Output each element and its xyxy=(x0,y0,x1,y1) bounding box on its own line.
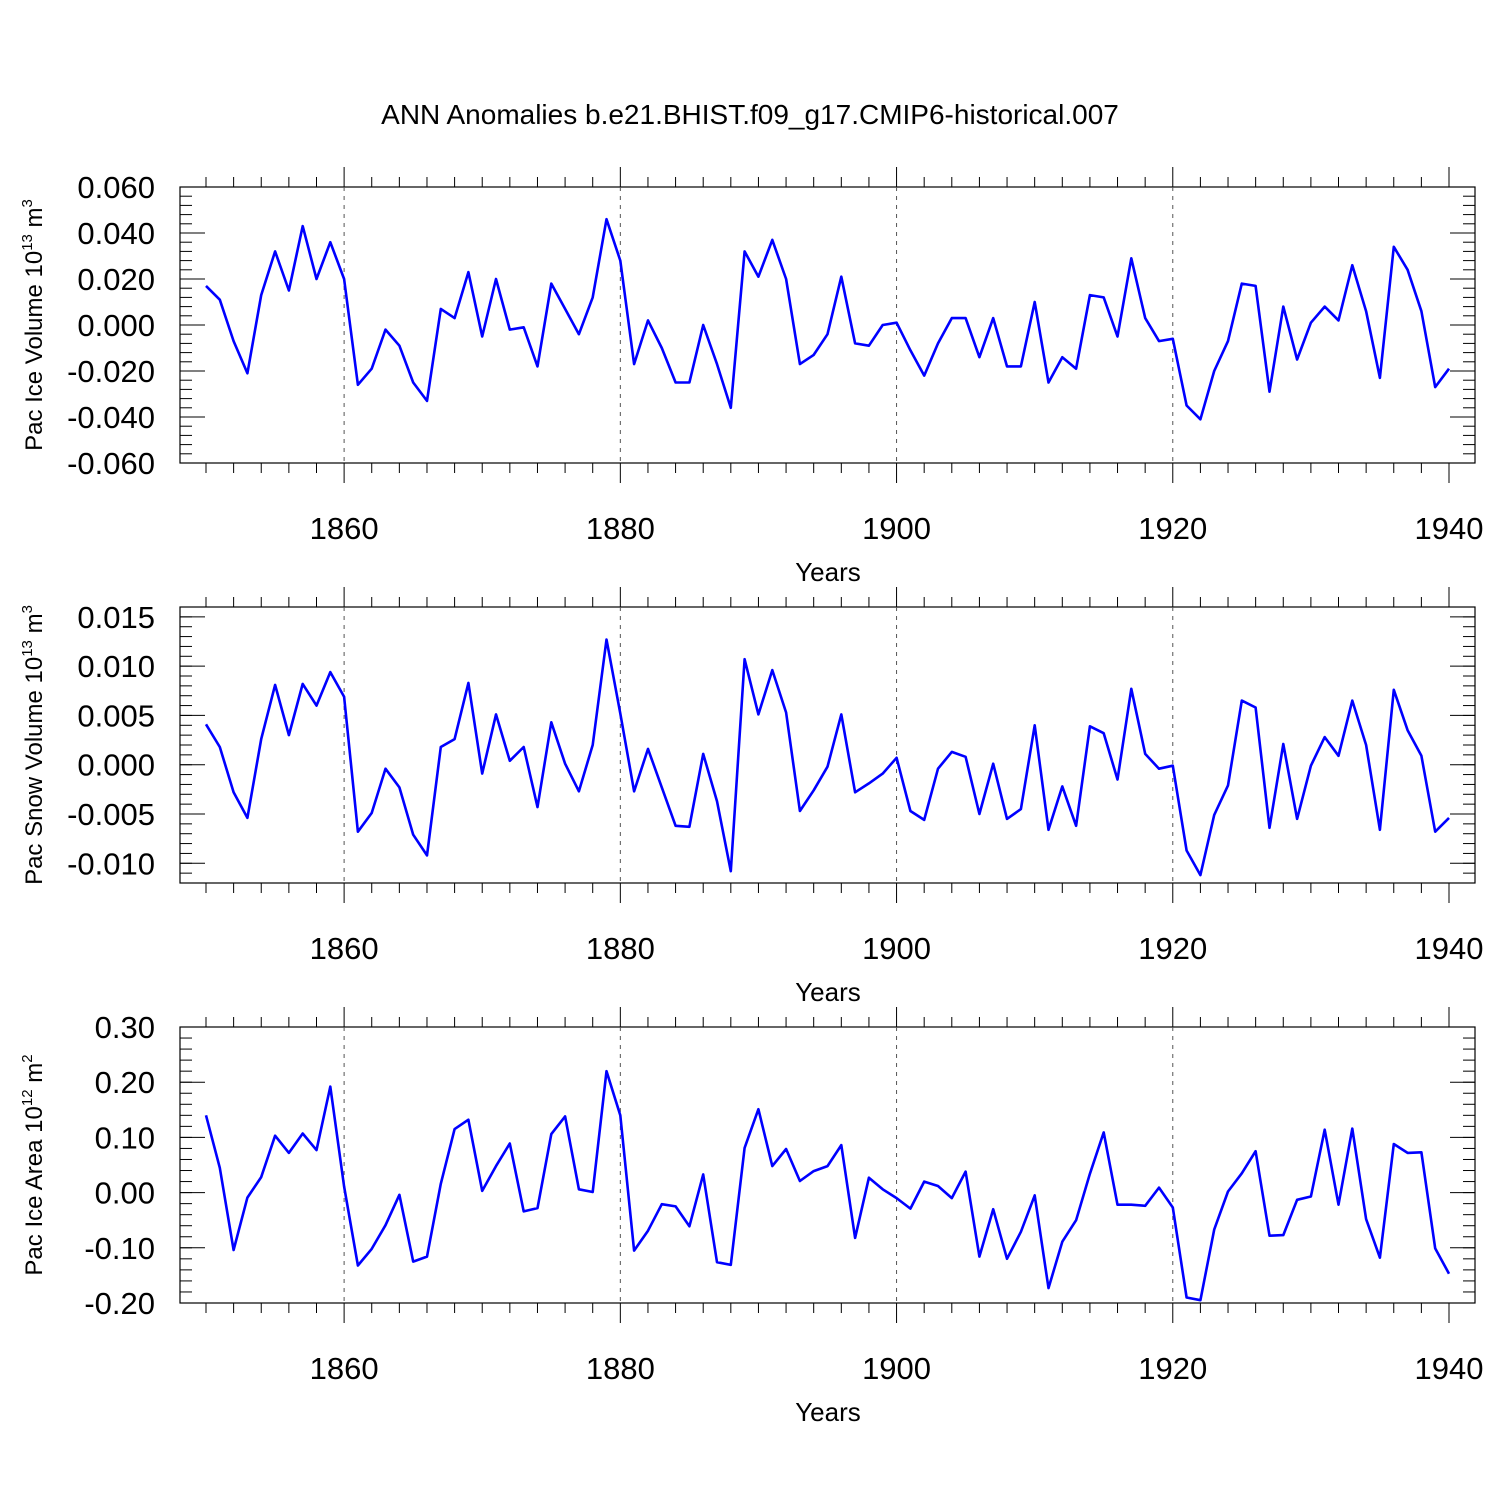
x-tick-label: 1920 xyxy=(1138,511,1207,546)
y-tick-label: 0.060 xyxy=(77,170,155,205)
y-tick-label: 0.040 xyxy=(77,216,155,251)
y-tick-label: -0.060 xyxy=(67,446,155,481)
series-line xyxy=(205,217,1451,421)
plot-frame xyxy=(179,606,1476,884)
x-axis-label: Years xyxy=(795,1397,861,1427)
x-tick-label: 1860 xyxy=(310,511,379,546)
y-tick-label: 0.30 xyxy=(95,1010,155,1045)
series-line xyxy=(204,638,1450,877)
chart-title: ANN Anomalies b.e21.BHIST.f09_g17.CMIP6-… xyxy=(381,99,1119,130)
y-tick-label: -0.020 xyxy=(67,354,155,389)
x-tick-label: 1880 xyxy=(586,511,655,546)
y-tick-label: 0.020 xyxy=(77,262,155,297)
panel-middle: 1860 1880 1900 1920 1940 -0.010 -0.005 0.000 0.0… xyxy=(19,587,1483,1007)
x-tick-label: 1900 xyxy=(862,1351,931,1386)
y-tick-label: 0.010 xyxy=(77,649,155,684)
x-tick-label: 1860 xyxy=(310,931,379,966)
y-axis-label: Pac Ice Volume 1013 m3 xyxy=(19,199,48,451)
y-axis-label: Pac Snow Volume 1013 m3 xyxy=(19,605,48,885)
y-tick-label: 0.015 xyxy=(77,600,155,635)
panel-bottom: 1860 1880 1900 1920 1940 -0.20 -0.10 0.00 0.10 0.… xyxy=(19,1007,1483,1427)
x-tick-label: 1900 xyxy=(862,511,931,546)
x-axis-label: Years xyxy=(795,557,861,587)
x-tick-label: 1920 xyxy=(1138,931,1207,966)
y-tick-label: -0.040 xyxy=(67,400,155,435)
x-tick-label: 1900 xyxy=(862,931,931,966)
y-tick-label: -0.20 xyxy=(84,1286,155,1321)
y-tick-label: -0.010 xyxy=(67,846,155,881)
x-tick-label: 1940 xyxy=(1415,931,1484,966)
y-tick-label: 0.000 xyxy=(77,748,155,783)
y-tick-label: -0.10 xyxy=(84,1231,155,1266)
x-tick-label: 1880 xyxy=(586,1351,655,1386)
x-axis-label: Years xyxy=(795,977,861,1007)
x-tick-label: 1920 xyxy=(1138,1351,1207,1386)
panel-top: 1860 1880 1900 1920 1940 -0.060 -0.040 -0.020 0.… xyxy=(19,167,1483,587)
plot-frame xyxy=(179,1026,1476,1304)
y-tick-label: 0.00 xyxy=(95,1176,155,1211)
y-axis-label: Pac Ice Area 1012 m2 xyxy=(19,1054,48,1275)
y-tick-label: 0.10 xyxy=(95,1120,155,1155)
y-tick-label: 0.000 xyxy=(77,308,155,343)
x-tick-label: 1940 xyxy=(1415,1351,1484,1386)
series-line xyxy=(204,1069,1451,1302)
panels: 1860 1880 1900 1920 1940 -0.060 -0.040 -0.020 0.… xyxy=(19,167,1483,1427)
y-tick-label: -0.005 xyxy=(67,797,155,832)
y-tick-label: 0.20 xyxy=(95,1065,155,1100)
x-tick-label: 1880 xyxy=(586,931,655,966)
y-tick-label: 0.005 xyxy=(77,698,155,733)
x-tick-label: 1860 xyxy=(310,1351,379,1386)
x-tick-label: 1940 xyxy=(1415,511,1484,546)
